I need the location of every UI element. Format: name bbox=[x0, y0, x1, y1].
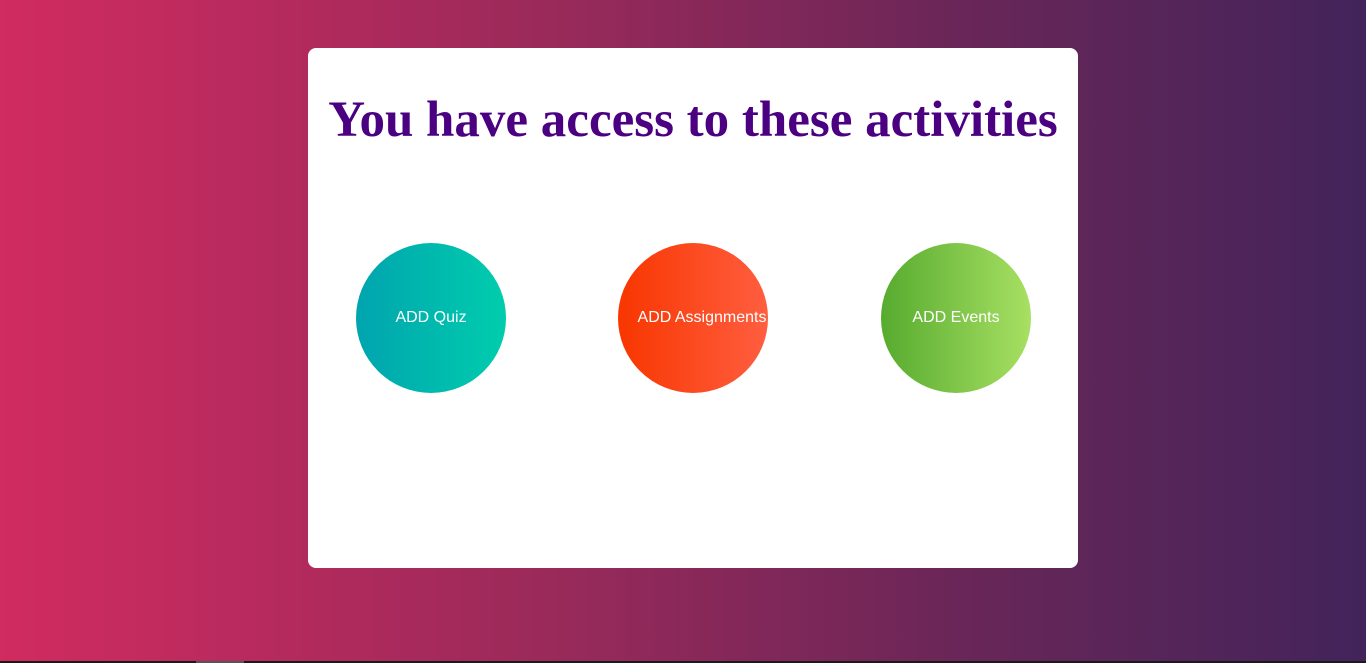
add-quiz-button[interactable]: ADD Quiz bbox=[356, 243, 506, 393]
add-quiz-label: ADD Quiz bbox=[395, 309, 467, 326]
scrollbar-thumb[interactable] bbox=[196, 661, 244, 663]
add-assignments-button[interactable]: ADD Assignments bbox=[618, 243, 768, 393]
add-assignments-label: ADD Assignments bbox=[637, 309, 767, 326]
bottom-scrollbar[interactable] bbox=[0, 661, 1366, 663]
add-events-label: ADD Events bbox=[912, 309, 1000, 326]
activities-card: You have access to these activities ADD … bbox=[308, 48, 1078, 568]
page-title: You have access to these activities bbox=[328, 92, 1058, 148]
add-events-button[interactable]: ADD Events bbox=[881, 243, 1031, 393]
